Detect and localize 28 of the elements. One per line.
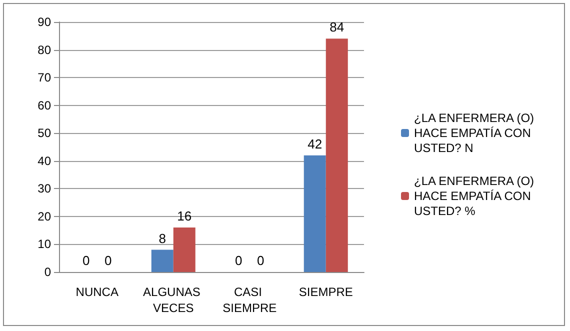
y-tick-label: 90 <box>38 15 52 29</box>
x-tick-label: ALGUNAS VECES <box>143 285 204 315</box>
legend-label: ¿LA ENFERMERA (O) HACE EMPATÍA CON USTED? % <box>414 174 538 218</box>
data-label: 0 <box>104 253 112 268</box>
bar <box>326 38 348 272</box>
bar <box>304 155 326 272</box>
y-tick-label: 60 <box>38 98 52 112</box>
y-tick-label: 30 <box>38 182 52 196</box>
y-tick-label: 0 <box>44 265 52 279</box>
x-tick-label: SIEMPRE <box>298 285 353 299</box>
y-tick-label: 10 <box>38 237 52 252</box>
data-label: 42 <box>308 136 322 152</box>
y-tick-label: 50 <box>38 126 52 140</box>
legend-label: ¿LA ENFERMERA (O) HACE EMPATÍA CON USTED? N <box>414 111 538 155</box>
x-tick-label: NUNCA <box>76 285 118 299</box>
data-label: 16 <box>177 208 192 224</box>
y-tick-label: 20 <box>38 209 52 224</box>
y-tick-label: 80 <box>38 42 52 57</box>
data-label: 0 <box>257 253 264 268</box>
data-label: 0 <box>82 253 90 268</box>
data-label: 0 <box>235 253 242 268</box>
x-tick-label: CASI SIEMPRE <box>222 285 277 315</box>
y-tick-label: 70 <box>38 70 52 85</box>
bar <box>173 228 196 272</box>
data-label: 84 <box>330 20 344 35</box>
y-tick-label: 40 <box>38 154 52 168</box>
data-label: 8 <box>158 230 166 246</box>
bar <box>151 250 174 272</box>
